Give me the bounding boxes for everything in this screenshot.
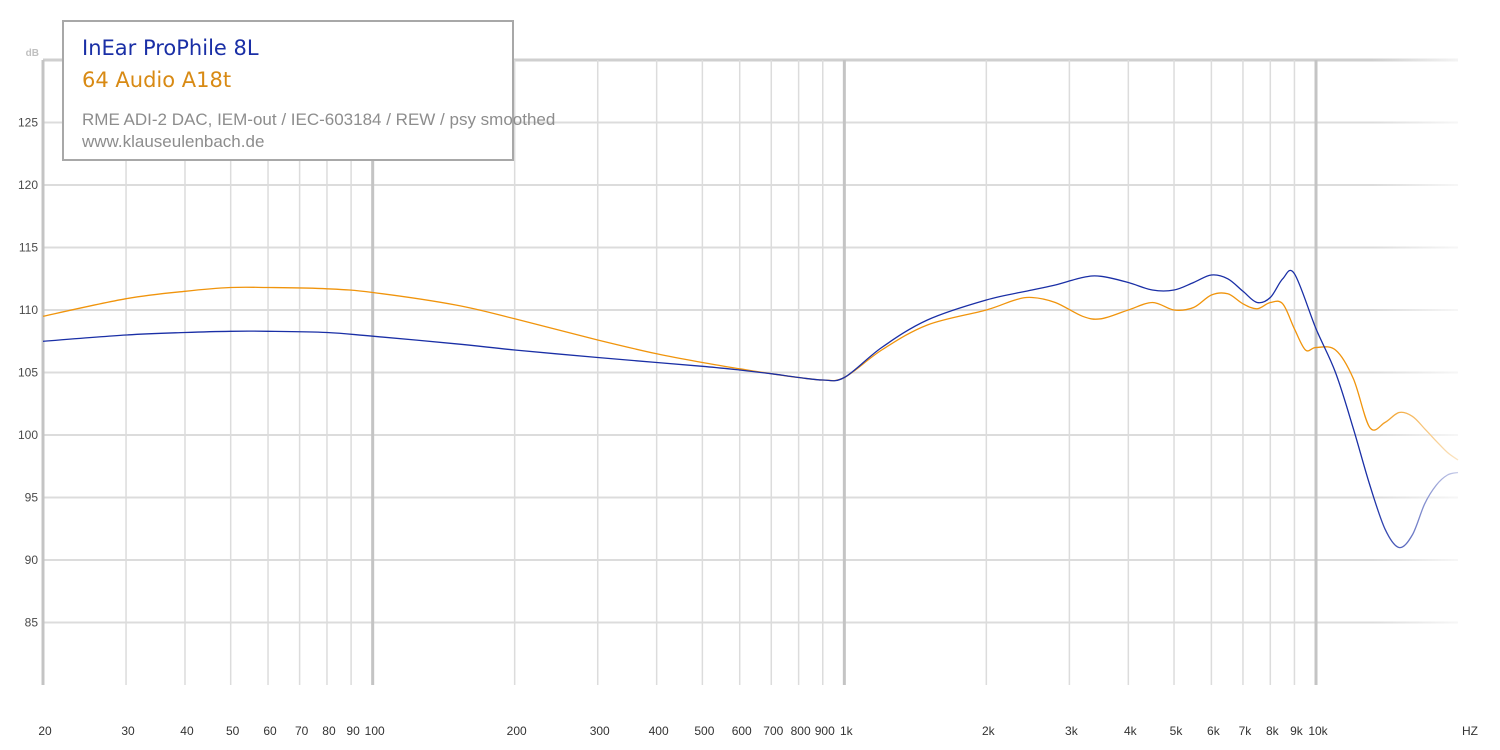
legend-entry-1: InEar ProPhile 8L	[82, 36, 259, 60]
series-line-2	[42, 286, 1459, 461]
grid	[41, 58, 1458, 685]
x-tick-label: 80	[322, 724, 336, 738]
x-tick-label: 70	[295, 724, 309, 738]
fade-overlay	[1372, 55, 1462, 685]
x-tick-label: 700	[763, 724, 783, 738]
x-tick-label: 40	[180, 724, 194, 738]
y-tick-label: 100	[18, 428, 38, 442]
legend-entry-2: 64 Audio A18t	[82, 68, 232, 92]
y-tick-label: 90	[25, 553, 39, 567]
x-tick-label: 4k	[1124, 724, 1138, 738]
y-tick-label: 120	[18, 178, 38, 192]
website-note: www.klauseulenbach.de	[82, 132, 265, 151]
x-tick-label: 2k	[982, 724, 996, 738]
x-tick-label: 9k	[1290, 724, 1304, 738]
y-unit-label: dB	[26, 48, 39, 59]
x-tick-label: 8k	[1266, 724, 1280, 738]
y-tick-label: 125	[18, 116, 38, 130]
y-tick-label: 110	[19, 303, 38, 317]
x-tick-label: 400	[649, 724, 669, 738]
x-tick-label: 90	[346, 724, 360, 738]
series-layer	[42, 269, 1459, 549]
x-tick-label: 200	[507, 724, 527, 738]
y-tick-label: 115	[19, 241, 38, 255]
x-tick-label: 20	[38, 724, 52, 738]
legend: InEar ProPhile 8L 64 Audio A18t RME ADI-…	[62, 20, 555, 161]
x-tick-label: 3k	[1065, 724, 1079, 738]
x-tick-label: 100	[365, 724, 385, 738]
y-tick-label: 105	[18, 366, 38, 380]
series-line-1	[42, 269, 1459, 549]
x-tick-label: 6k	[1207, 724, 1221, 738]
y-tick-label: 85	[25, 616, 39, 630]
y-tick-label: 95	[25, 491, 39, 505]
x-unit-label: HZ	[1462, 724, 1478, 738]
x-tick-label: 60	[263, 724, 277, 738]
x-tick-label: 500	[694, 724, 714, 738]
x-tick-label: 1k	[840, 724, 854, 738]
x-tick-label: 5k	[1170, 724, 1184, 738]
x-tick-label: 300	[590, 724, 610, 738]
measurement-note: RME ADI-2 DAC, IEM-out / IEC-603184 / RE…	[82, 110, 556, 129]
x-tick-label: 900	[815, 724, 835, 738]
x-tick-label: 800	[791, 724, 811, 738]
x-tick-label: 50	[226, 724, 240, 738]
x-tick-label: 10k	[1308, 724, 1328, 738]
axis-labels: 85 90 95 100 105 110 115 120 125 dB 20 30 40 50 60 70 80…	[18, 48, 1478, 738]
x-tick-label: 30	[121, 724, 135, 738]
x-tick-label: 600	[732, 724, 752, 738]
x-tick-label: 7k	[1239, 724, 1253, 738]
